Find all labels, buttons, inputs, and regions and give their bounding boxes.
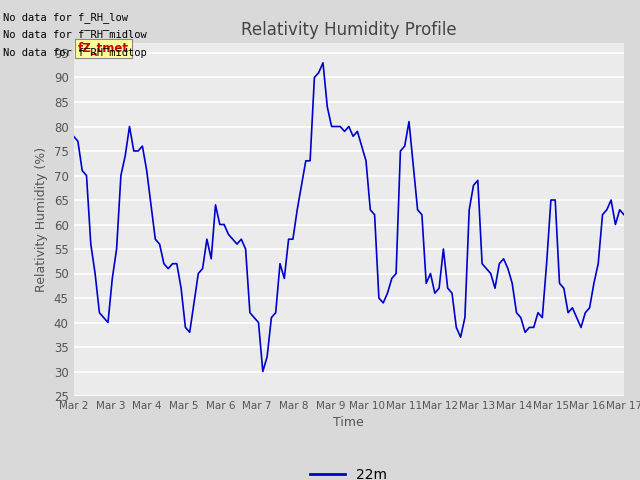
Text: No data for f_RH_low: No data for f_RH_low — [3, 12, 128, 23]
Text: No data for f̅RH̅midlow: No data for f̅RH̅midlow — [3, 30, 147, 40]
Title: Relativity Humidity Profile: Relativity Humidity Profile — [241, 21, 456, 39]
Text: No data for f̅RH̅midtop: No data for f̅RH̅midtop — [3, 48, 147, 59]
Y-axis label: Relativity Humidity (%): Relativity Humidity (%) — [35, 147, 48, 292]
Legend: 22m: 22m — [305, 463, 393, 480]
X-axis label: Time: Time — [333, 417, 364, 430]
Text: fZ_tmet: fZ_tmet — [78, 42, 129, 55]
